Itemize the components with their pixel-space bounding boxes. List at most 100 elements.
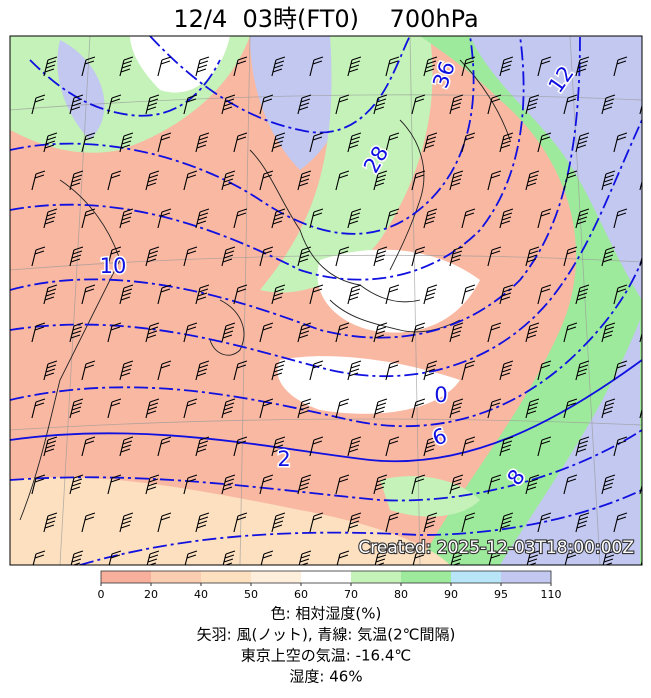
wind-barb xyxy=(309,436,324,457)
wind-barb xyxy=(373,322,388,343)
wind-barb xyxy=(69,170,84,191)
wind-barb xyxy=(157,436,172,457)
wind-barb xyxy=(81,56,96,77)
colorbar-tick-label: 95 xyxy=(494,588,508,601)
wind-barb xyxy=(119,512,134,533)
wind-barb xyxy=(146,550,160,565)
wind-barb xyxy=(411,322,426,343)
humidity-area xyxy=(57,40,105,140)
wind-barb xyxy=(297,322,312,343)
wind-barb xyxy=(309,132,324,153)
wind-barb xyxy=(145,398,160,419)
wind-barb xyxy=(385,512,400,533)
wind-barb xyxy=(563,474,578,495)
wind-barb xyxy=(411,474,426,495)
wind-barb xyxy=(461,360,476,381)
wind-barb xyxy=(259,474,274,495)
wind-barb xyxy=(43,132,58,153)
wind-barb xyxy=(81,360,96,381)
wind-barb xyxy=(347,56,362,77)
wind-barb xyxy=(271,512,286,533)
wind-barb xyxy=(233,360,248,381)
wind-barb xyxy=(81,132,96,153)
wind-barb xyxy=(309,360,324,381)
wind-barb xyxy=(449,474,464,495)
colorbar-tick-label: 20 xyxy=(144,588,158,601)
colorbar-swatch xyxy=(501,571,552,583)
wind-barb xyxy=(423,512,438,533)
wind-barb xyxy=(31,398,46,419)
wind-barb xyxy=(221,474,236,495)
wind-barb xyxy=(374,550,388,565)
wind-barb xyxy=(309,512,324,533)
wind-barb xyxy=(69,322,84,343)
wind-barb xyxy=(43,436,58,457)
wind-barb xyxy=(31,474,46,495)
colorbar-tick-label: 40 xyxy=(194,588,208,601)
wind-barb xyxy=(297,398,312,419)
wind-barb xyxy=(525,246,540,267)
wind-barb xyxy=(81,436,96,457)
wind-barb xyxy=(81,208,96,229)
wind-barb xyxy=(461,208,476,229)
wind-barb xyxy=(487,474,502,495)
wind-barb xyxy=(260,550,274,565)
wind-barb xyxy=(335,170,350,191)
wind-barb xyxy=(259,398,274,419)
wind-barb xyxy=(195,512,210,533)
wind-barb xyxy=(119,132,134,153)
colorbar-tick-label: 60 xyxy=(294,588,308,601)
wind-barb xyxy=(157,284,172,305)
humidity-area xyxy=(470,36,642,300)
wind-barb xyxy=(575,360,590,381)
wind-barb xyxy=(411,398,426,419)
wind-barb xyxy=(31,170,46,191)
wind-barb xyxy=(145,322,160,343)
wind-barb xyxy=(537,436,552,457)
wind-barb xyxy=(601,398,616,419)
wind-barb xyxy=(525,94,540,115)
wind-barb xyxy=(69,474,84,495)
wind-barb xyxy=(411,170,426,191)
wind-barb xyxy=(487,246,502,267)
wind-barb xyxy=(298,550,312,565)
wind-barb xyxy=(43,56,58,77)
caption-line: 矢羽: 風(ノット), 青線: 気温(2℃間隔) xyxy=(197,626,456,644)
wind-barb xyxy=(335,246,350,267)
wind-barb xyxy=(575,56,590,77)
wind-barb xyxy=(461,436,476,457)
humidity-area xyxy=(10,477,450,565)
wind-barb xyxy=(107,398,122,419)
wind-barb xyxy=(537,284,552,305)
wind-barb xyxy=(233,56,248,77)
caption: 色: 相対湿度(%) 矢羽: 風(ノット), 青線: 気温(2℃間隔) 東京上空の気… xyxy=(197,605,456,686)
wind-barb xyxy=(385,208,400,229)
wind-barb xyxy=(107,170,122,191)
wind-barb xyxy=(488,550,502,565)
wind-barb xyxy=(309,284,324,305)
wind-barb xyxy=(107,474,122,495)
wind-barb xyxy=(297,246,312,267)
wind-barb xyxy=(195,360,210,381)
wind-barb xyxy=(449,94,464,115)
wind-barb xyxy=(119,360,134,381)
wind-barb xyxy=(183,94,198,115)
colorbar: 0 20 40 50 60 70 80 90 95 110 xyxy=(98,570,562,601)
wind-barb xyxy=(411,94,426,115)
wind-barb xyxy=(601,246,616,267)
wind-barb xyxy=(613,436,628,457)
wind-barb xyxy=(70,550,84,565)
wind-barb xyxy=(183,322,198,343)
wind-barb xyxy=(373,170,388,191)
wind-barb xyxy=(526,550,540,565)
wind-barb xyxy=(221,94,236,115)
colorbar-swatch xyxy=(151,571,202,583)
wind-barb xyxy=(613,360,628,381)
wind-barb xyxy=(195,284,210,305)
wind-barb xyxy=(347,512,362,533)
wind-barb xyxy=(31,94,46,115)
wind-barb xyxy=(259,170,274,191)
humidity-area xyxy=(500,320,640,565)
wind-barb xyxy=(157,360,172,381)
wind-barb xyxy=(499,208,514,229)
